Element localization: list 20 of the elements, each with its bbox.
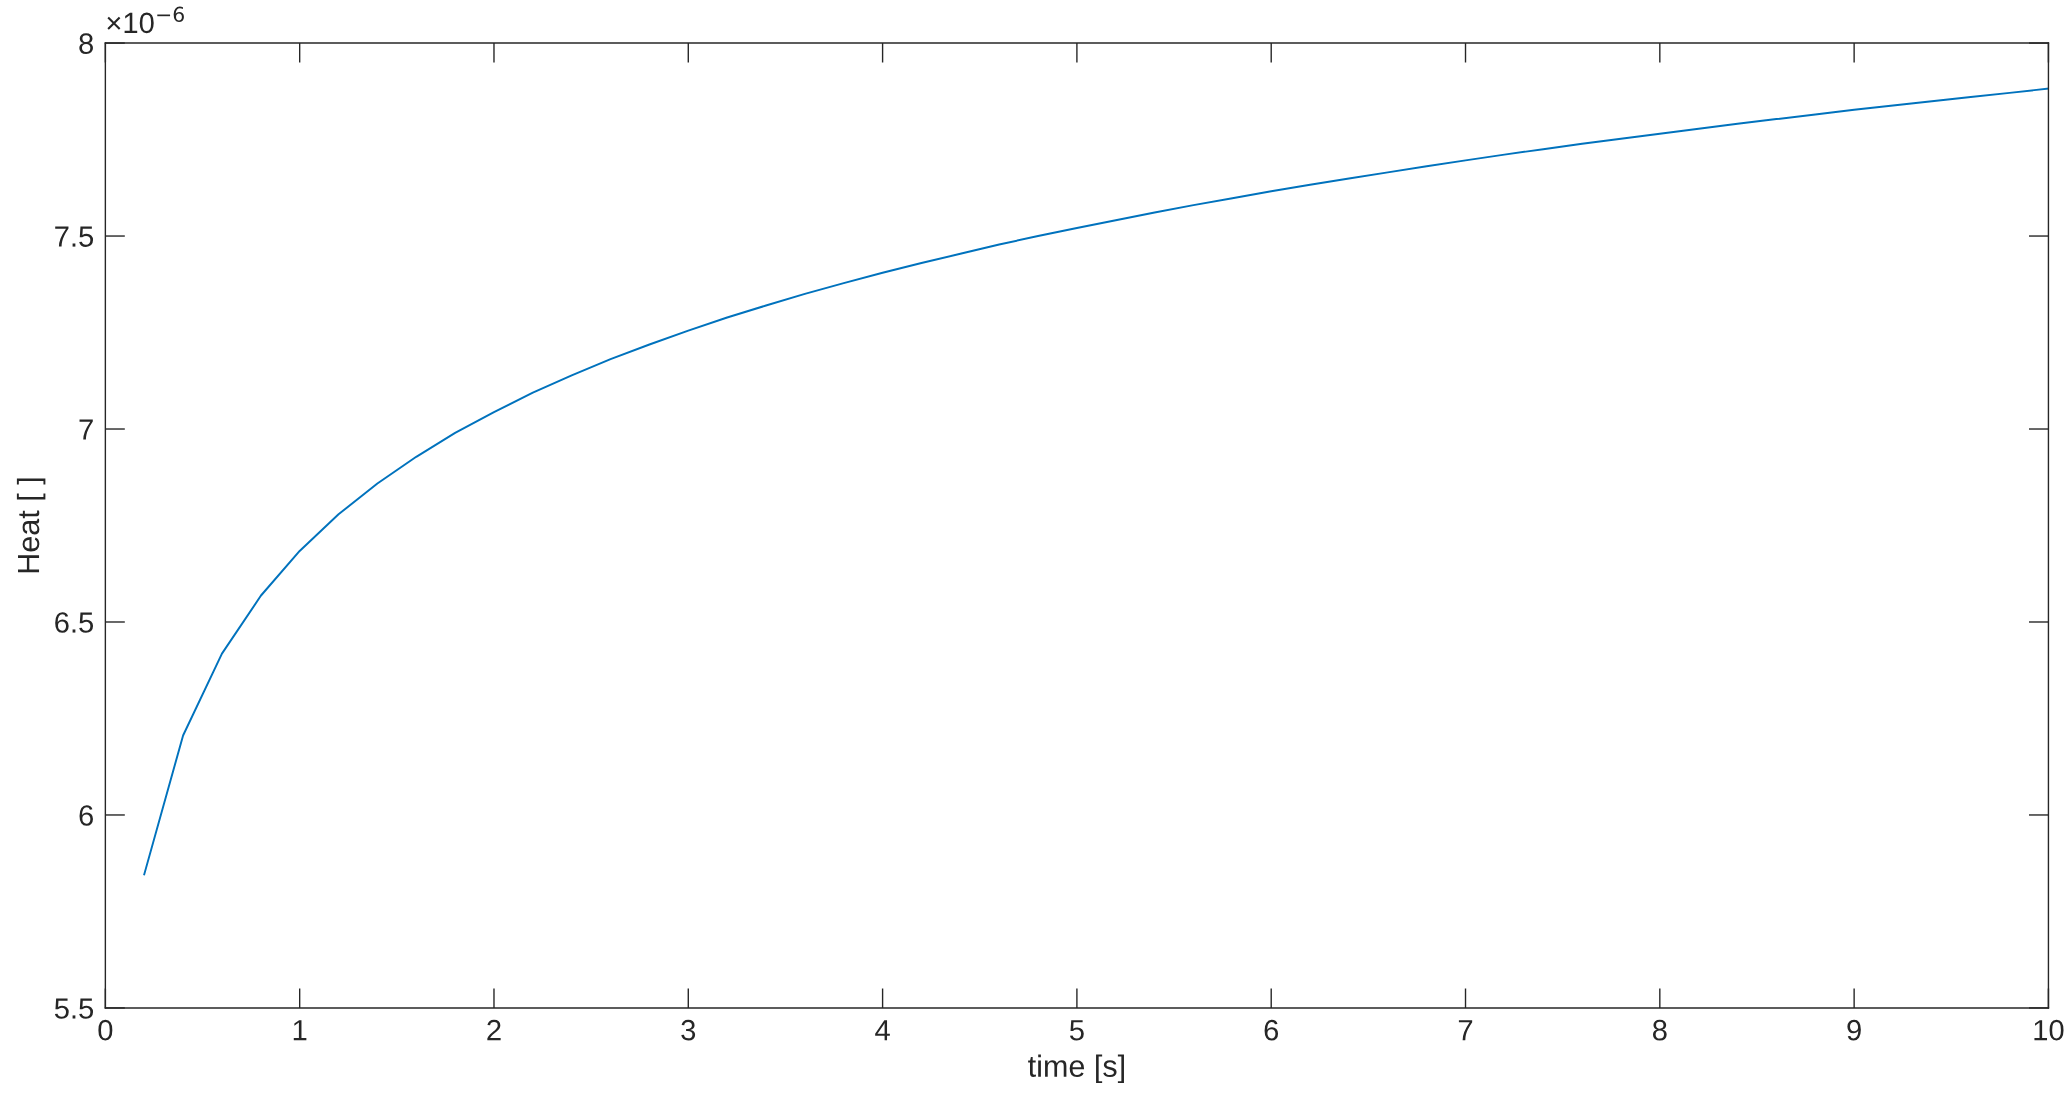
y-tick-label: 6.5 — [55, 612, 94, 633]
x-tick-label: 4 — [875, 1020, 890, 1041]
y-tick-label: 7 — [79, 419, 93, 440]
x-tick-label: 9 — [1847, 1019, 1861, 1041]
x-tick-label: 6 — [1264, 1019, 1279, 1041]
x-tick-label: 10 — [2034, 1019, 2064, 1041]
x-tick-label: 3 — [681, 1019, 696, 1041]
x-tick-label: 8 — [1652, 1019, 1667, 1041]
x-tick-label: 1 — [293, 1020, 307, 1041]
y-tick-label: 7.5 — [55, 226, 94, 247]
y-tick-label: 5.5 — [54, 998, 94, 1019]
y-axis-title: Heat [ ] — [16, 478, 46, 573]
x-tick-label: 5 — [1069, 1020, 1084, 1041]
y-tick-label: 8 — [79, 33, 93, 54]
x-axis-title: time [s] — [1028, 1054, 1124, 1084]
x-tick-label: 2 — [487, 1019, 501, 1041]
x-tick-label: 0 — [98, 1019, 113, 1041]
text: ×10$^{−6}$ — [107, 6, 184, 34]
y-tick-label: 6 — [79, 805, 93, 826]
x-tick-label: 7 — [1458, 1020, 1473, 1041]
